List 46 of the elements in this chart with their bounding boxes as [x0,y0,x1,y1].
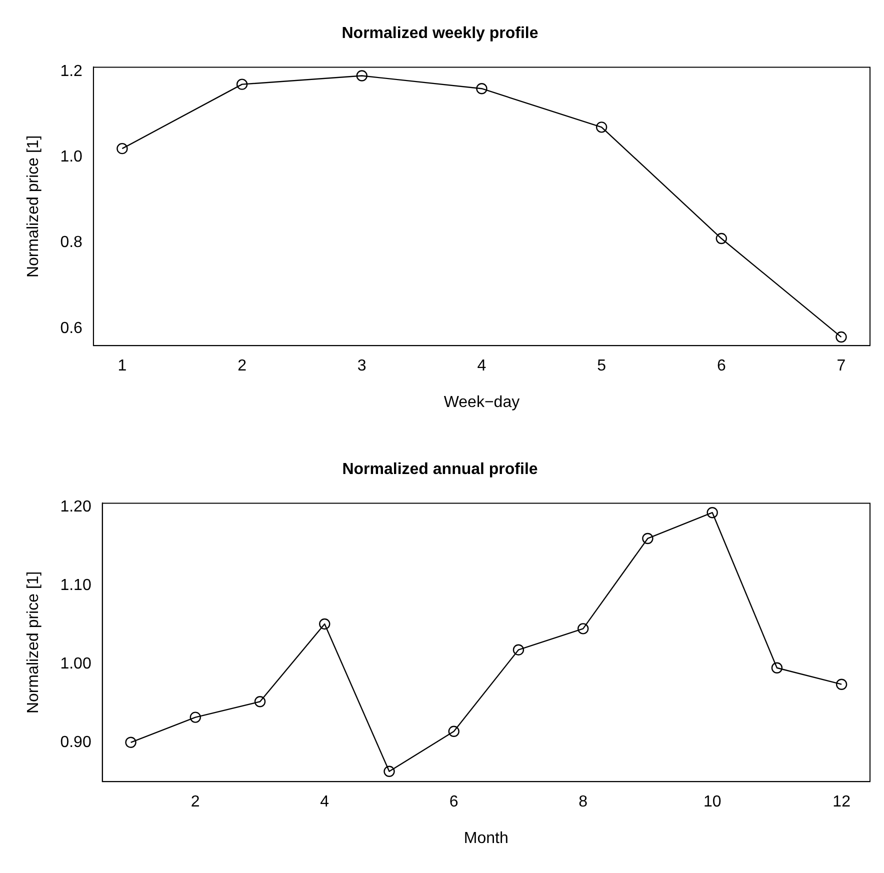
point [771,662,783,674]
point [706,507,718,518]
x-tick-label: 5 [597,358,606,375]
x-tick-label: 6 [716,358,726,375]
y-tick-label: 1.20 [60,498,92,516]
x-tick-label: 2 [190,794,200,811]
point [116,142,128,154]
x-tick-label: 10 [703,794,722,811]
point [642,532,654,544]
point [716,232,727,244]
point [236,78,248,90]
point [836,678,848,690]
point [512,644,524,656]
point [448,726,460,738]
y-axis-title: Normalized price [1] [25,571,42,714]
chart-title: Normalized annual profile [342,461,538,478]
x-tick-label: 4 [477,358,486,375]
x-tick-label: 4 [320,794,330,811]
x-tick-label: 2 [238,358,247,375]
x-axis-title: Week−day [444,394,520,411]
chart-title: Normalized weekly profile [342,25,538,42]
point [125,736,136,748]
x-axis-title: Month [464,830,508,847]
y-tick-label: 0.6 [60,320,83,337]
x-tick-label: 1 [118,358,127,375]
point [356,70,368,82]
y-tick-label: 1.0 [60,148,83,166]
point [596,122,608,133]
point [476,83,488,94]
y-tick-label: 1.10 [60,576,92,594]
x-tick-label: 3 [357,358,366,375]
y-tick-label: 1.2 [60,62,83,80]
point [384,766,395,778]
y-tick-label: 1.00 [60,655,92,672]
point [190,712,201,723]
point [577,623,589,634]
x-tick-label: 8 [578,794,588,811]
point [836,331,847,343]
point [319,618,330,630]
y-tick-label: 0.8 [60,234,83,252]
x-tick-label: 12 [832,794,851,811]
point [254,696,266,708]
x-tick-label: 6 [449,794,458,811]
y-axis-title: Normalized price [1] [25,135,42,278]
y-tick-label: 0.90 [60,734,92,751]
x-tick-label: 7 [836,358,846,375]
